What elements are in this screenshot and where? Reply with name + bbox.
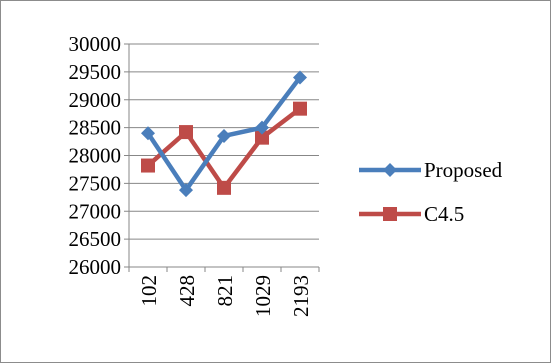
data-point-c4-5 xyxy=(293,101,307,116)
series-proposed xyxy=(141,70,307,198)
y-tick-label: 28500 xyxy=(69,116,122,140)
legend-label-proposed: Proposed xyxy=(424,158,503,182)
series-line-c4-5 xyxy=(146,106,302,191)
data-point-c4-5 xyxy=(179,125,193,140)
data-point-proposed xyxy=(255,120,269,135)
legend-marker-proposed xyxy=(383,163,397,177)
legend-item-c4-5: C4.5 xyxy=(359,202,464,226)
x-tick-label: 2193 xyxy=(289,275,313,317)
x-tick-label: 428 xyxy=(175,275,199,307)
legend-item-proposed: Proposed xyxy=(359,158,503,182)
data-point-proposed xyxy=(293,70,307,85)
y-tick-label: 27500 xyxy=(69,171,122,195)
y-tick-label: 29000 xyxy=(69,88,122,112)
data-point-proposed xyxy=(179,183,193,198)
x-tick-label: 1029 xyxy=(251,275,275,317)
y-tick-label: 30000 xyxy=(69,32,122,56)
data-point-proposed xyxy=(141,126,155,141)
legend: Proposed C4.5 xyxy=(359,158,503,226)
y-tick-label: 29500 xyxy=(69,60,122,84)
data-point-c4-5 xyxy=(217,180,231,195)
y-axis-ticks: 26000 26500 27000 27500 28000 28500 29000 29500… xyxy=(69,32,129,279)
series-c4-5 xyxy=(141,101,307,195)
series-layer xyxy=(141,70,307,198)
y-tick-label: 26000 xyxy=(69,255,122,279)
x-tick-label: 821 xyxy=(213,275,237,307)
data-point-c4-5 xyxy=(255,130,269,145)
legend-marker-c4-5 xyxy=(383,207,397,221)
data-point-proposed xyxy=(217,128,231,143)
legend-label-c4-5: C4.5 xyxy=(424,202,464,226)
x-axis-ticks: 102 428 821 1029 2193 xyxy=(128,267,320,317)
x-tick-label: 102 xyxy=(137,275,161,307)
y-tick-label: 27000 xyxy=(69,199,122,223)
y-tick-label: 26500 xyxy=(69,227,122,251)
y-tick-label: 28000 xyxy=(69,144,122,168)
data-point-c4-5 xyxy=(141,158,155,173)
